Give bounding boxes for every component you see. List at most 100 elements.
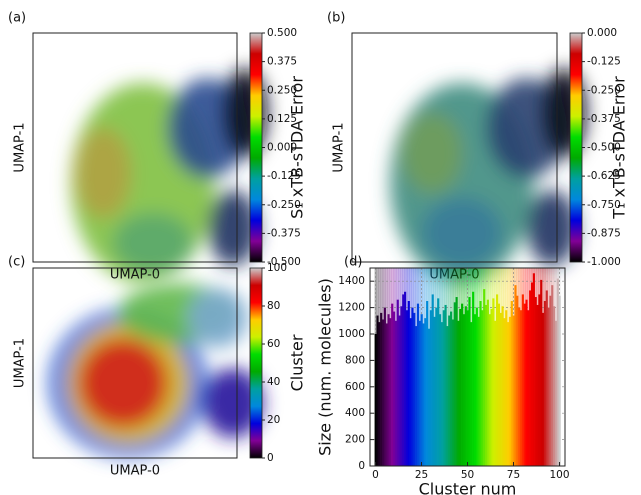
- x-axis-label: UMAP-0: [429, 268, 479, 283]
- x-tick-label: 0: [372, 469, 379, 481]
- bar: [462, 314, 466, 466]
- bar: [543, 301, 546, 466]
- colorbar-tick-label: 0.000: [587, 27, 617, 39]
- bar: [532, 273, 535, 466]
- plot-frame: [32, 32, 238, 263]
- colorbar: [569, 32, 583, 263]
- colorbar-tick-label: -0.375: [267, 227, 301, 239]
- bar: [442, 310, 445, 466]
- bar: [450, 311, 453, 466]
- colorbar-label: Cluster: [288, 334, 307, 391]
- colorbar: [249, 267, 263, 459]
- bar: [486, 299, 489, 466]
- bar: [420, 314, 423, 466]
- colorbar-label: S₁ xTB-sTDA Error: [288, 76, 307, 219]
- bar: [484, 304, 488, 466]
- colorbar-tick-label: 0.000: [267, 142, 297, 154]
- bar: [496, 294, 499, 466]
- bar: [424, 318, 427, 466]
- bar: [558, 295, 561, 466]
- colorbar-tick-label: -0.125: [587, 56, 621, 68]
- bar: [453, 302, 456, 466]
- colorbar-tick-label: -0.625: [587, 170, 621, 182]
- bar: [400, 306, 403, 466]
- colorbar-tick-label: 40: [267, 376, 280, 388]
- colorbar-tick-label: 80: [267, 300, 280, 312]
- bar: [385, 323, 388, 466]
- bar: [407, 301, 410, 466]
- bar: [507, 322, 510, 466]
- point-cloud: [71, 68, 267, 283]
- point-cloud: [48, 283, 263, 458]
- bar: [505, 310, 508, 466]
- bar: [553, 306, 556, 466]
- y-tick-label: 1400: [338, 275, 365, 287]
- bar: [468, 297, 471, 466]
- bar: [429, 310, 432, 466]
- colorbar-tick-label: 20: [267, 414, 280, 426]
- x-tick-label: 25: [415, 469, 428, 481]
- bar: [451, 319, 455, 466]
- colorbar-tick-label: -0.250: [267, 199, 301, 211]
- bar: [554, 320, 558, 466]
- bar: [556, 278, 559, 466]
- colorbar-tick-label: 100: [267, 262, 287, 274]
- bar: [448, 315, 451, 466]
- y-tick-label: 200: [345, 434, 365, 446]
- colorbar-tick-label: -0.500: [587, 142, 621, 154]
- bar: [378, 322, 381, 466]
- bar: [446, 326, 449, 466]
- y-tick-label: 400: [345, 407, 365, 419]
- bar: [459, 308, 462, 466]
- colorbar-tick-label: -1.000: [587, 256, 621, 268]
- bar: [523, 303, 526, 466]
- plot-frame: [32, 267, 238, 459]
- cloud-region: [113, 213, 193, 273]
- bar: [374, 334, 377, 466]
- bar: [435, 307, 438, 466]
- bar: [433, 316, 436, 466]
- cloud-region: [203, 368, 263, 438]
- bar: [501, 306, 504, 466]
- panel-label: (d): [344, 255, 362, 270]
- y-tick-label: 800: [345, 354, 365, 366]
- bar: [527, 310, 530, 466]
- bar: [503, 318, 506, 466]
- bar: [389, 318, 392, 466]
- bar: [404, 291, 407, 466]
- bar: [483, 289, 486, 466]
- colorbar-tick-label: 0.500: [267, 27, 297, 39]
- bar: [540, 279, 543, 466]
- bar: [477, 316, 480, 466]
- bar: [516, 295, 519, 466]
- bar: [545, 290, 548, 466]
- colorbar-tick-label: -0.875: [587, 227, 621, 239]
- colorbar-tick-label: 0: [267, 452, 274, 464]
- bar: [514, 285, 517, 466]
- x-tick-label: 100: [549, 469, 569, 481]
- bar: [461, 303, 464, 466]
- panel-label: (b): [327, 11, 345, 26]
- bar: [413, 312, 416, 466]
- bar: [427, 328, 431, 466]
- bar: [475, 307, 478, 466]
- bar: [472, 291, 475, 466]
- bar: [525, 299, 528, 466]
- bar: [376, 315, 379, 466]
- bar: [392, 311, 396, 466]
- colorbar-label: T₁ xTB-sTDA Error: [610, 76, 629, 220]
- bar: [479, 301, 482, 466]
- colorbar-tick-label: 0.375: [267, 56, 297, 68]
- bar: [470, 322, 473, 466]
- bar: [415, 326, 418, 466]
- y-tick-label: 600: [345, 381, 365, 393]
- y-tick-label: 1200: [338, 302, 365, 314]
- bar: [510, 301, 513, 466]
- bar: [422, 323, 425, 466]
- x-axis-label: UMAP-0: [110, 464, 160, 479]
- bar: [402, 294, 405, 466]
- bar: [411, 307, 414, 466]
- colorbar-tick-label: 60: [267, 338, 280, 350]
- bar: [383, 307, 386, 466]
